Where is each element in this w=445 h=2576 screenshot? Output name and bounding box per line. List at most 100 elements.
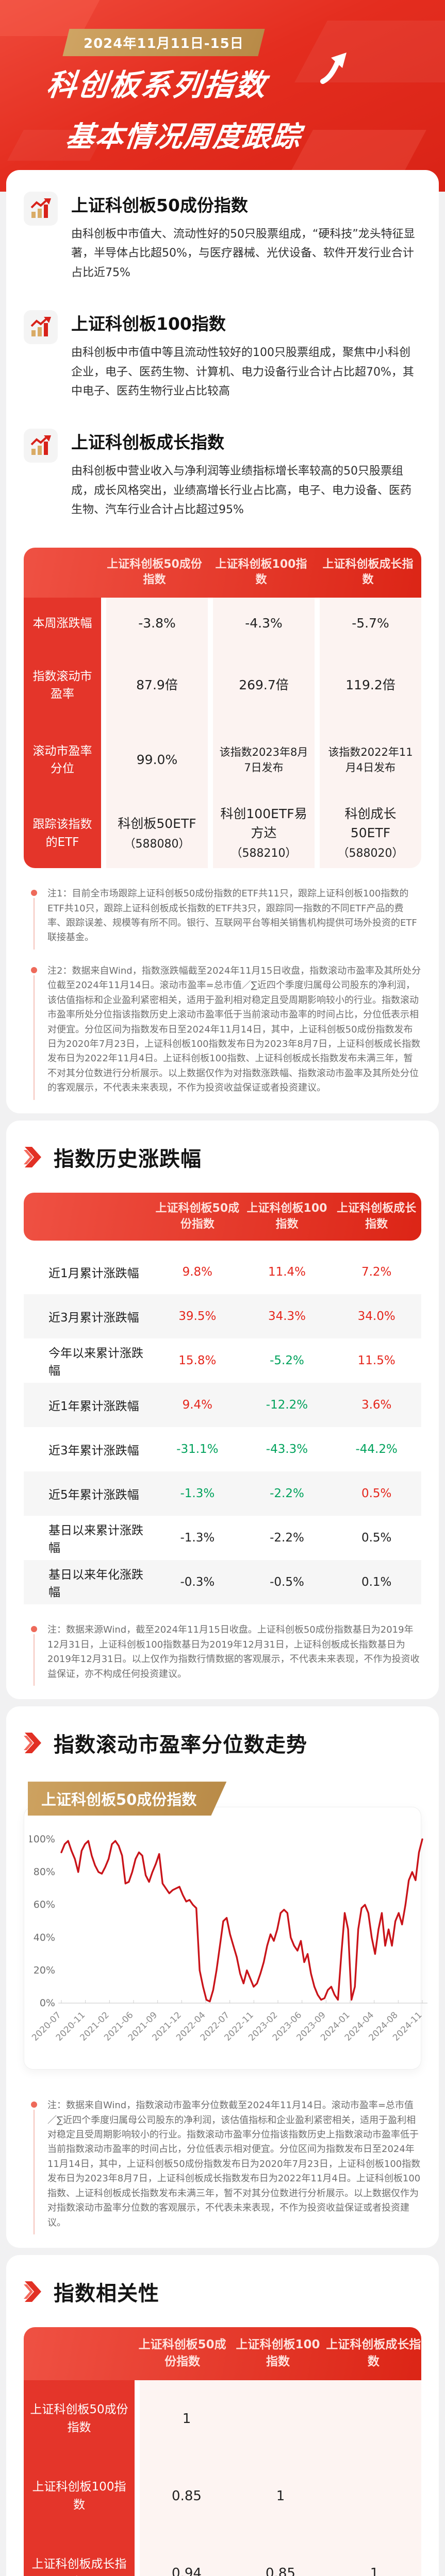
pe-percentile-line-chart: 0%20%40%60%80%100%2020-072020-112021-022…	[27, 1834, 427, 2043]
index-intro-text: 上证科创板50成份指数 由科创板中市值大、流动性好的50只股票组成，“硬科技”龙头…	[71, 192, 421, 282]
header-banner: 2024年11月11日-15日 科创板系列指数 基本情况周度跟踪	[0, 0, 445, 192]
column-header: 上证科创板50成份指数	[107, 557, 202, 587]
history-value: 0.5%	[361, 1487, 392, 1501]
history-value: -1.3%	[180, 1487, 215, 1501]
history-value: -2.2%	[270, 1487, 304, 1501]
history-value: 9.4%	[182, 1398, 213, 1412]
history-value: 0.5%	[361, 1531, 392, 1545]
table-cell: 科创成长50ETF （588020）	[320, 799, 421, 868]
column-header: 上证科创板50成份指数	[138, 2338, 226, 2369]
page-title-line1: 科创板系列指数	[45, 67, 269, 103]
chevron-icon	[24, 2281, 42, 2302]
decor-streak	[288, 130, 426, 176]
overview-table-body: 本周涨跌幅 指数滚动市盈率 滚动市盈率分位 跟踪该指数的ETF -3.8% 87.9倍 9…	[24, 598, 421, 869]
header-cell-empty	[24, 2336, 135, 2371]
history-row-label: 近5年累计涨跌幅	[48, 1488, 139, 1502]
row-label: 跟踪该指数的ETF	[32, 818, 92, 849]
row-label: 滚动市盈率分位	[32, 744, 92, 776]
history-note: 注：数据来源Wind，截至2024年11月15日收盘。上证科创板50成份指数基日…	[24, 1623, 421, 1686]
index-intro-block: 上证科创板50成份指数 由科创板中市值大、流动性好的50只股票组成，“硬科技”龙头…	[24, 192, 421, 282]
correlation-value	[327, 2458, 421, 2535]
history-row-label: 近3月累计涨跌幅	[48, 1311, 139, 1325]
section-title-text: 指数相关性	[54, 2282, 159, 2306]
table-cell: 科创100ETF易方达 （588210）	[213, 799, 315, 868]
column-header: 上证科创板100指数	[246, 1201, 327, 1231]
cell-value: 87.9倍	[136, 677, 178, 692]
correlation-table: 上证科创板50成份指数 上证科创板100指数 上证科创板成长指数 上证科创板50成份…	[24, 2327, 421, 2576]
overview-col-kc100: -4.3% 269.7倍该指数2023年8月7日发布 科创100ETF易方达 （588…	[213, 598, 315, 869]
date-range: 2024年11月11日-15日	[84, 36, 244, 52]
history-row: 今年以来累计涨跌幅 15.8% -5.2% 11.5%	[24, 1338, 421, 1383]
cell-value: 科创成长50ETF	[344, 806, 397, 840]
table-cell: 该指数2022年11月4日发布	[320, 721, 421, 799]
history-row: 基日以来年化涨跌幅 -0.3% -0.5% 0.1%	[24, 1560, 421, 1605]
correlation-value: 0.85	[266, 2565, 295, 2576]
table-cell: -5.7%	[320, 598, 421, 649]
column-header: 上证科创板成长指数	[322, 557, 414, 587]
correlation-card: 指数相关性 上证科创板50成份指数 上证科创板100指数 上证科创板成长指数 上证科…	[6, 2255, 439, 2576]
header-cell-empty	[24, 557, 101, 589]
svg-text:40%: 40%	[34, 1932, 55, 1943]
correlation-row-label: 上证科创板成长指数	[31, 2557, 127, 2576]
history-value: 34.0%	[357, 1310, 395, 1324]
history-value: 11.5%	[357, 1354, 395, 1368]
chevron-icon	[24, 1146, 42, 1167]
history-value: -44.2%	[355, 1443, 398, 1456]
decor-streak	[294, 21, 445, 82]
svg-text:80%: 80%	[34, 1867, 55, 1878]
history-card: 指数历史涨跌幅 上证科创板50成份指数 上证科创板100指数 上证科创板成长指数 近…	[6, 1120, 439, 1700]
index-title: 上证科创板成长指数	[71, 432, 224, 453]
history-row: 近3月累计涨跌幅 39.5% 34.3% 34.0%	[24, 1294, 421, 1339]
table-cell: 269.7倍	[213, 649, 315, 721]
history-value: 0.1%	[361, 1575, 392, 1589]
history-value: 9.8%	[182, 1265, 213, 1279]
correlation-row-label: 上证科创板100指数	[32, 2480, 126, 2512]
overview-table-header: 上证科创板50成份指数 上证科创板100指数 上证科创板成长指数	[24, 547, 421, 598]
cell-value: -4.3%	[245, 615, 283, 631]
index-intro-block: 上证科创板成长指数由科创板中营业收入与净利润等业绩指标增长率较高的50只股票组成…	[24, 429, 421, 519]
index-description: 由科创板中营业收入与净利润等业绩指标增长率较高的50只股票组成，成长风格突出，业…	[71, 465, 412, 517]
column-header: 上证科创板100指数	[215, 557, 307, 587]
history-value: -43.3%	[266, 1443, 308, 1456]
correlation-value: 1	[370, 2565, 379, 2576]
history-note-text: 注：数据来源Wind，截至2024年11月15日收盘。上证科创板50成份指数基日…	[47, 1624, 420, 1680]
history-row: 近3年累计涨跌幅 -31.1% -43.3% -44.2%	[24, 1427, 421, 1471]
cell-code: （588020）	[337, 846, 404, 860]
history-row-label: 基日以来累计涨跌幅	[48, 1524, 143, 1555]
overview-col-growth: -5.7% 119.2倍 该指数2022年11月4日发布 科创成长50ETF （5880…	[320, 598, 421, 869]
pe-note: 注：数据来自Wind，指数滚动市盈率分位数截至2024年11月14日。滚动市盈率…	[24, 2098, 421, 2235]
table-cell: 87.9倍	[106, 649, 208, 721]
history-row-label: 基日以来年化涨跌幅	[48, 1568, 143, 1600]
section-title-history: 指数历史涨跌幅	[24, 1142, 421, 1172]
history-row-label: 今年以来累计涨跌幅	[48, 1347, 143, 1378]
history-row: 近1年累计涨跌幅 9.4% -12.2% 3.6%	[24, 1383, 421, 1428]
table-cell: -3.8%	[106, 598, 208, 649]
cell-code: （588080）	[124, 837, 190, 851]
svg-text:60%: 60%	[34, 1899, 55, 1910]
up-arrow-icon	[320, 52, 356, 87]
svg-text:0%: 0%	[40, 1997, 55, 2009]
overview-row-labels: 本周涨跌幅指数滚动市盈率 滚动市盈率分位 跟踪该指数的ETF	[24, 598, 101, 869]
history-table-header: 上证科创板50成份指数 上证科创板100指数 上证科创板成长指数	[24, 1192, 421, 1241]
index-title: 上证科创板50成份指数	[71, 195, 248, 215]
overview-table: 上证科创板50成份指数 上证科创板100指数 上证科创板成长指数 本周涨跌幅指数滚动…	[24, 547, 421, 869]
page-title-line2: 基本情况周度跟踪	[64, 120, 303, 153]
correlation-value: 1	[276, 2488, 285, 2504]
row-label: 本周涨跌幅	[32, 616, 92, 630]
table-cell: 该指数2023年8月7日发布	[213, 721, 315, 799]
chevron-icon	[24, 1733, 42, 1754]
column-header: 上证科创板成长指数	[337, 1201, 417, 1231]
history-value: -31.1%	[176, 1443, 219, 1456]
history-value: 39.5%	[178, 1310, 217, 1324]
history-table-rows: 近1月累计涨跌幅 9.8% 11.4% 7.2% 近3月累计涨跌幅 39.5% 34.3% 3…	[24, 1250, 421, 1605]
history-value: 34.3%	[268, 1310, 306, 1324]
pe-note-text: 注：数据来自Wind，指数滚动市盈率分位数截至2024年11月14日。滚动市盈率…	[47, 2100, 421, 2228]
pe-card: 指数滚动市盈率分位数走势 上证科创板50成份指数 0% 20% 40% 60% 80% 1…	[6, 1706, 439, 2248]
history-value: -12.2%	[266, 1398, 308, 1412]
note-2-text: 注2：数据来自Wind，指数涨跌幅截至2024年11月15日收盘，指数滚动市盈率…	[47, 965, 421, 1094]
row-label: 指数滚动市盈率	[32, 669, 92, 701]
cell-value: 269.7倍	[239, 677, 289, 692]
correlation-table-header: 上证科创板50成份指数 上证科创板100指数 上证科创板成长指数	[24, 2327, 421, 2380]
section-title-pe: 指数滚动市盈率分位数走势	[24, 1728, 421, 1758]
